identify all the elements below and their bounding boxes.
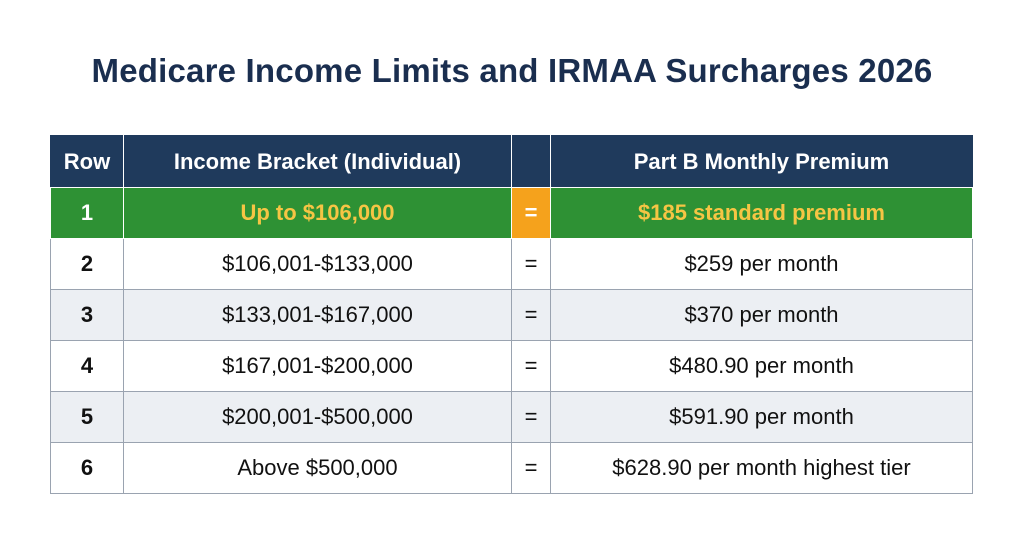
- header-part-b-premium: Part B Monthly Premium: [550, 135, 973, 188]
- equals-sign: =: [511, 391, 551, 443]
- header-row: Row: [50, 135, 124, 188]
- page-title: Medicare Income Limits and IRMAA Surchar…: [91, 52, 933, 89]
- premium-cell: $370 per month: [550, 289, 973, 341]
- row-number: 2: [50, 238, 124, 290]
- table-row: 3 $133,001-$167,000 = $370 per month: [50, 289, 973, 341]
- table-row: 6 Above $500,000 = $628.90 per month hig…: [50, 442, 973, 494]
- irmaa-table: Row Income Bracket (Individual) Part B M…: [50, 135, 973, 494]
- equals-sign: =: [511, 238, 551, 290]
- table-header-row: Row Income Bracket (Individual) Part B M…: [50, 135, 973, 188]
- equals-sign: =: [511, 442, 551, 494]
- income-bracket-cell: $106,001-$133,000: [123, 238, 512, 290]
- header-income-bracket: Income Bracket (Individual): [123, 135, 512, 188]
- equals-sign: =: [511, 187, 551, 239]
- table-row: 2 $106,001-$133,000 = $259 per month: [50, 238, 973, 290]
- premium-cell: $628.90 per month highest tier: [550, 442, 973, 494]
- income-bracket-cell: $133,001-$167,000: [123, 289, 512, 341]
- premium-cell: $480.90 per month: [550, 340, 973, 392]
- row-number: 5: [50, 391, 124, 443]
- premium-cell: $259 per month: [550, 238, 973, 290]
- income-bracket-cell: Above $500,000: [123, 442, 512, 494]
- row-number: 6: [50, 442, 124, 494]
- income-bracket-cell: $200,001-$500,000: [123, 391, 512, 443]
- table-row: 4 $167,001-$200,000 = $480.90 per month: [50, 340, 973, 392]
- equals-sign: =: [511, 289, 551, 341]
- header-equals: [511, 135, 551, 188]
- income-bracket-cell: $167,001-$200,000: [123, 340, 512, 392]
- row-number: 1: [50, 187, 124, 239]
- row-number: 4: [50, 340, 124, 392]
- table-row: 5 $200,001-$500,000 = $591.90 per month: [50, 391, 973, 443]
- premium-cell: $591.90 per month: [550, 391, 973, 443]
- income-bracket-cell: Up to $106,000: [123, 187, 512, 239]
- equals-sign: =: [511, 340, 551, 392]
- row-number: 3: [50, 289, 124, 341]
- table-row: 1 Up to $106,000 = $185 standard premium: [50, 187, 973, 239]
- premium-cell: $185 standard premium: [550, 187, 973, 239]
